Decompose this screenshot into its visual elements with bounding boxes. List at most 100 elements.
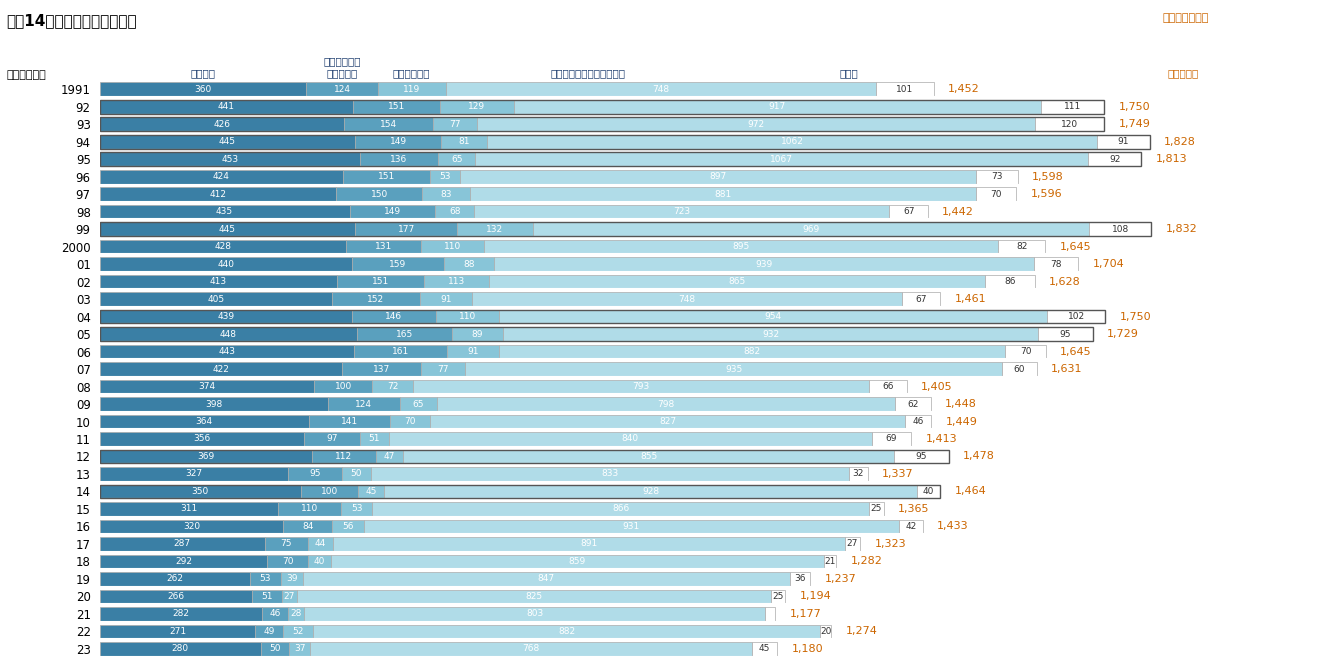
Bar: [533, 222, 1090, 236]
Bar: [342, 467, 371, 481]
Bar: [498, 345, 1006, 358]
Text: 292: 292: [175, 557, 191, 566]
Text: 113: 113: [448, 277, 465, 286]
Text: 86: 86: [1005, 277, 1015, 286]
Text: 97: 97: [326, 435, 338, 444]
Bar: [901, 293, 940, 306]
Bar: [287, 467, 342, 481]
Text: 935: 935: [724, 364, 742, 374]
Text: 28: 28: [291, 609, 302, 619]
Bar: [314, 625, 820, 638]
Bar: [444, 257, 494, 271]
Text: 83: 83: [441, 190, 452, 199]
Text: 859: 859: [569, 557, 586, 566]
Text: 422: 422: [213, 364, 230, 374]
Text: 1,828: 1,828: [1164, 137, 1196, 147]
Text: 68: 68: [449, 207, 460, 216]
Text: 448: 448: [219, 329, 237, 339]
Bar: [905, 415, 932, 428]
Bar: [470, 187, 977, 201]
Text: 262: 262: [166, 574, 183, 583]
Text: 897: 897: [710, 172, 727, 181]
Text: 939: 939: [755, 260, 772, 268]
Bar: [502, 327, 1038, 341]
Bar: [436, 310, 498, 323]
Bar: [372, 380, 413, 393]
Bar: [488, 135, 1098, 148]
Text: 1,177: 1,177: [789, 609, 821, 619]
Bar: [332, 519, 364, 533]
Bar: [290, 642, 311, 656]
Text: 1,180: 1,180: [792, 644, 824, 654]
Text: 159: 159: [389, 260, 407, 268]
Bar: [498, 310, 1047, 323]
Bar: [100, 607, 262, 621]
Text: 91: 91: [440, 295, 452, 303]
Text: 453: 453: [221, 155, 238, 164]
Bar: [441, 135, 488, 148]
Text: 972: 972: [748, 119, 764, 129]
Text: 1,598: 1,598: [1031, 172, 1063, 182]
Bar: [1090, 222, 1151, 236]
Bar: [1035, 117, 1104, 131]
Text: 280: 280: [171, 644, 189, 654]
Bar: [100, 327, 358, 341]
Text: 136: 136: [391, 155, 408, 164]
Bar: [771, 590, 785, 603]
Text: 45: 45: [365, 487, 376, 496]
Bar: [350, 205, 435, 219]
Text: 1,448: 1,448: [945, 399, 977, 409]
Text: 1,405: 1,405: [921, 382, 953, 392]
Text: 46: 46: [270, 609, 280, 619]
Text: 金融機関等からの借り入れ: 金融機関等からの借り入れ: [550, 68, 626, 78]
Text: 1,645: 1,645: [1061, 346, 1091, 356]
Text: 1,832: 1,832: [1166, 224, 1197, 234]
Bar: [100, 275, 336, 289]
Text: 798: 798: [658, 399, 675, 409]
Text: 131: 131: [375, 242, 392, 251]
Bar: [100, 135, 355, 148]
Text: 91: 91: [466, 347, 478, 356]
Bar: [100, 450, 311, 463]
Bar: [403, 450, 894, 463]
Text: 146: 146: [385, 312, 403, 321]
Text: 25: 25: [772, 592, 784, 601]
Bar: [100, 537, 264, 551]
Text: 928: 928: [642, 487, 659, 496]
Text: 1,750: 1,750: [1120, 311, 1151, 321]
Text: 132: 132: [486, 225, 504, 234]
Text: 72: 72: [387, 382, 399, 391]
Bar: [280, 572, 303, 586]
Bar: [100, 502, 278, 516]
Bar: [898, 519, 922, 533]
Text: その他: その他: [840, 68, 859, 78]
Bar: [384, 484, 917, 499]
Text: 67: 67: [916, 295, 926, 303]
Bar: [447, 345, 498, 358]
Text: 723: 723: [674, 207, 690, 216]
Bar: [869, 502, 884, 516]
Bar: [298, 590, 771, 603]
Text: 77: 77: [449, 119, 461, 129]
Text: 855: 855: [639, 452, 657, 461]
Bar: [307, 555, 331, 568]
Bar: [372, 502, 869, 516]
Text: 62: 62: [908, 399, 918, 409]
Bar: [494, 257, 1034, 271]
Text: 374: 374: [198, 382, 215, 391]
Text: 165: 165: [396, 329, 413, 339]
Bar: [303, 572, 789, 586]
Bar: [100, 100, 354, 113]
Bar: [100, 432, 304, 446]
Bar: [435, 205, 474, 219]
Bar: [255, 625, 283, 638]
Bar: [889, 205, 928, 219]
Text: 110: 110: [444, 242, 461, 251]
Text: 1,452: 1,452: [948, 85, 979, 94]
Bar: [752, 642, 777, 656]
Text: 917: 917: [768, 102, 785, 111]
Text: 図－14　資金調達額（平均）: 図－14 資金調達額（平均）: [7, 13, 137, 28]
Text: 1,194: 1,194: [800, 591, 832, 601]
Bar: [311, 450, 376, 463]
Bar: [264, 537, 307, 551]
